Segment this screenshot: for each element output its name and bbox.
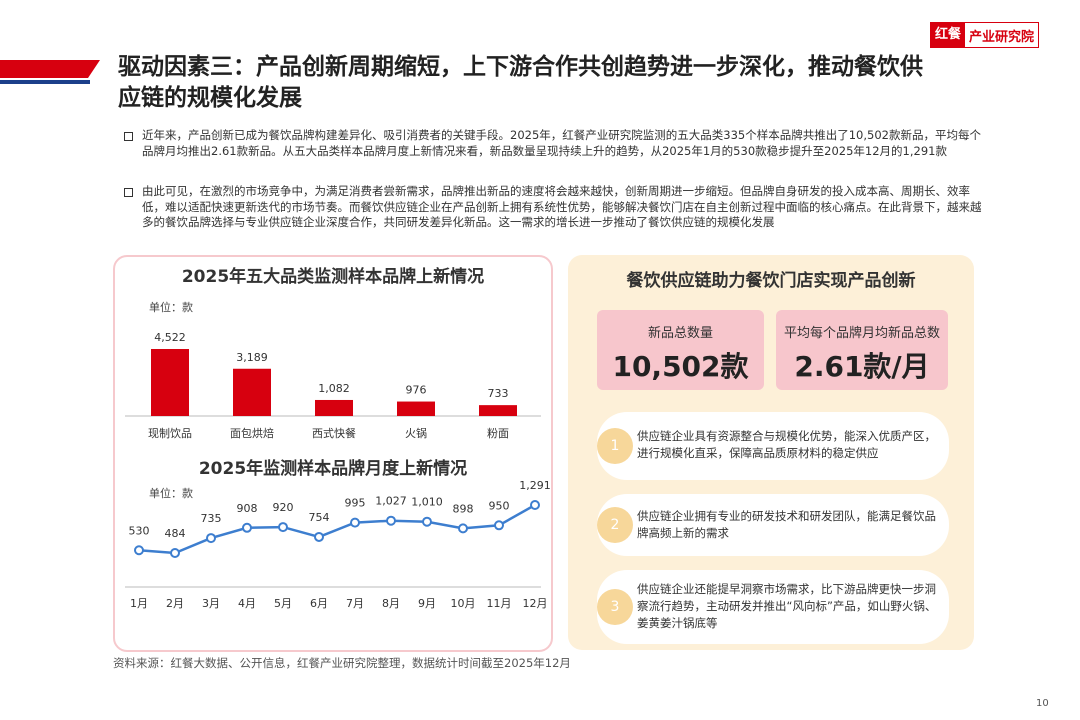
item-number: 1 <box>597 428 633 464</box>
unit-label: 单位：款 <box>149 300 193 314</box>
bullet: 由此可见，在激烈的市场竞争中，为满足消费者尝新需求，品牌推出新品的速度将会越来越… <box>122 184 992 231</box>
point <box>350 517 360 528</box>
item: 1 供应链企业具有资源整合与规模化优势，能深入优质产区，进行规模化直采，保障高品… <box>597 412 949 480</box>
data-label: 995 <box>345 497 366 510</box>
unit-label: 单位：款 <box>149 486 193 500</box>
line <box>138 503 536 555</box>
item-text: 供应链企业具有资源整合与规模化优势，能深入优质产区，进行规模化直采，保障高品质原… <box>637 429 936 460</box>
item: 3 供应链企业还能提早洞察市场需求，比下游品牌更快一步洞察流行趋势，主动研发并推… <box>597 570 949 644</box>
x-tick-label: 4月 <box>238 597 256 610</box>
x-tick-label: 粉面 <box>487 427 509 440</box>
data-label: 733 <box>488 387 509 400</box>
x-tick-label: 3月 <box>202 597 220 610</box>
item-text: 供应链企业还能提早洞察市场需求，比下游品牌更快一步洞察流行趋势，主动研发并推出“… <box>637 582 937 630</box>
stat-value: 2.61款/月 <box>794 350 930 383</box>
x-tick-label: 西式快餐 <box>312 426 356 440</box>
item-text: 供应链企业拥有专业的研发技术和研发团队，能满足餐饮品牌高频上新的需求 <box>637 509 936 540</box>
red-stripe <box>0 60 100 78</box>
point <box>170 548 180 558</box>
data-label: 1,027 <box>375 495 407 508</box>
chart-panel: 2025年五大品类监测样本品牌上新情况单位：款 4,522 现制饮品 3,189 面包烘… <box>113 255 553 652</box>
data-label: 3,189 <box>236 351 268 364</box>
stat-box: 新品总数量 10,502款 <box>597 310 764 390</box>
point <box>314 531 324 542</box>
data-label: 950 <box>489 499 510 512</box>
item-number: 2 <box>597 507 633 543</box>
stat-value: 10,502款 <box>612 350 749 383</box>
chart-title: 2025年五大品类监测样本品牌上新情况 <box>182 266 484 287</box>
stat-label: 新品总数量 <box>647 326 713 341</box>
x-tick-label: 10月 <box>451 597 476 610</box>
point <box>530 500 540 510</box>
source: 资料来源：红餐大数据、公开信息，红餐产业研究院整理，数据统计时间截至2025年1… <box>113 656 571 670</box>
point <box>242 522 252 533</box>
x-tick-label: 现制饮品 <box>148 427 192 440</box>
x-tick-label: 8月 <box>382 597 400 610</box>
item: 2 供应链企业拥有专业的研发技术和研发团队，能满足餐饮品牌高频上新的需求 <box>597 494 949 556</box>
chart-title: 2025年监测样本品牌月度上新情况 <box>199 458 467 479</box>
x-tick-label: 12月 <box>523 597 548 610</box>
x-tick-label: 9月 <box>418 597 436 610</box>
data-label: 530 <box>129 524 150 537</box>
logo: 红餐 产业研究院 <box>930 22 1040 48</box>
item-number: 3 <box>597 589 633 625</box>
data-label: 4,522 <box>154 331 186 344</box>
data-label: 1,291 <box>519 479 551 492</box>
data-label: 735 <box>201 512 222 525</box>
page-number: 10 <box>1036 698 1049 709</box>
point <box>206 533 216 544</box>
data-label: 920 <box>273 501 294 514</box>
point <box>134 545 144 556</box>
bullet: 近年来，产品创新已成为餐饮品牌构建差异化、吸引消费者的关键手段。2025年，红餐… <box>122 128 992 159</box>
data-label: 976 <box>406 384 427 397</box>
point <box>494 520 504 531</box>
data-label: 1,082 <box>318 382 350 395</box>
data-label: 908 <box>237 502 258 515</box>
data-label: 1,010 <box>411 496 443 509</box>
x-tick-label: 2月 <box>166 597 184 610</box>
stat-box: 平均每个品牌月均新品总数 2.61款/月 <box>776 310 948 390</box>
data-label: 484 <box>165 527 186 540</box>
bar <box>479 405 517 416</box>
x-tick-label: 火锅 <box>405 427 427 440</box>
x-tick-label: 6月 <box>310 597 328 610</box>
point <box>458 523 468 534</box>
stat-label: 平均每个品牌月均新品总数 <box>783 326 940 341</box>
point <box>422 516 432 527</box>
x-tick-label: 面包烘焙 <box>230 426 274 440</box>
data-label: 898 <box>453 502 474 515</box>
bar <box>397 401 435 416</box>
point <box>278 522 288 533</box>
point <box>386 515 396 526</box>
x-tick-label: 5月 <box>274 597 292 610</box>
bar <box>315 399 353 416</box>
bar <box>233 368 271 416</box>
blue-stripe <box>0 80 90 84</box>
logo-text: 产业研究院 <box>969 29 1035 45</box>
logo-mark: 红餐 <box>931 23 966 47</box>
x-tick-label: 7月 <box>346 597 364 610</box>
x-tick-label: 1月 <box>130 597 148 610</box>
data-label: 754 <box>309 511 330 524</box>
bar <box>151 349 189 416</box>
page-title: 驱动因素三：产品创新周期缩短，上下游合作共创趋势进一步深化，推动餐饮供应链的规模… <box>118 54 923 111</box>
x-tick-label: 11月 <box>487 597 512 610</box>
panel-title: 餐饮供应链助力餐饮门店实现产品创新 <box>626 271 916 291</box>
